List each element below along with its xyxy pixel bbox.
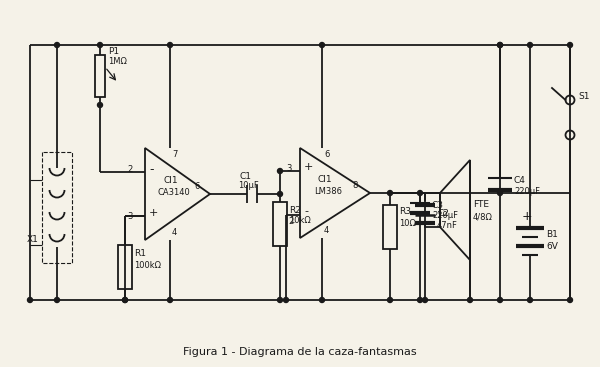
Text: -: - <box>304 206 308 216</box>
Text: S1: S1 <box>578 92 589 101</box>
Text: 2: 2 <box>127 165 132 174</box>
Circle shape <box>55 298 59 302</box>
Circle shape <box>284 298 289 302</box>
Text: 4/8Ω: 4/8Ω <box>473 212 493 221</box>
Circle shape <box>167 298 173 302</box>
Circle shape <box>497 190 503 196</box>
Text: CA3140: CA3140 <box>157 188 190 197</box>
Text: 6: 6 <box>194 182 199 191</box>
Text: 3: 3 <box>286 164 292 173</box>
Text: 220µF: 220µF <box>432 211 458 220</box>
Text: +: + <box>304 162 313 172</box>
Circle shape <box>418 298 422 302</box>
Text: 8: 8 <box>352 181 358 190</box>
Text: R3: R3 <box>399 207 411 216</box>
Text: X1: X1 <box>27 235 39 244</box>
Text: 6V: 6V <box>546 242 558 251</box>
Text: CI1: CI1 <box>318 175 332 184</box>
Circle shape <box>320 43 325 47</box>
Circle shape <box>167 43 173 47</box>
Circle shape <box>277 168 283 174</box>
Circle shape <box>568 43 572 47</box>
Text: 220µF: 220µF <box>514 187 540 196</box>
Text: C3: C3 <box>432 201 444 210</box>
Text: C1: C1 <box>240 172 252 181</box>
Text: 47nF: 47nF <box>437 221 458 230</box>
Text: 2: 2 <box>288 217 293 226</box>
Circle shape <box>497 43 503 47</box>
Circle shape <box>277 192 283 196</box>
Text: P1: P1 <box>108 47 119 56</box>
Text: R2: R2 <box>289 206 301 215</box>
Text: 1MΩ: 1MΩ <box>108 57 127 66</box>
Text: 10µF: 10µF <box>238 181 259 190</box>
Circle shape <box>28 298 32 302</box>
Circle shape <box>55 43 59 47</box>
Text: 10Ω: 10Ω <box>399 219 416 228</box>
Text: 4: 4 <box>172 228 177 237</box>
Text: FTE: FTE <box>473 200 489 209</box>
Circle shape <box>388 190 392 196</box>
Text: 3: 3 <box>127 212 133 221</box>
Text: C4: C4 <box>514 176 526 185</box>
Text: 4: 4 <box>324 226 329 235</box>
Circle shape <box>122 298 128 302</box>
Circle shape <box>388 298 392 302</box>
Text: +: + <box>522 210 533 223</box>
Text: B1: B1 <box>546 230 558 239</box>
Circle shape <box>527 43 533 47</box>
Text: CI1: CI1 <box>163 176 178 185</box>
Circle shape <box>497 298 503 302</box>
Text: R1: R1 <box>134 249 146 258</box>
Circle shape <box>467 298 473 302</box>
Text: -: - <box>149 163 154 176</box>
Text: +: + <box>149 208 158 218</box>
Circle shape <box>97 43 103 47</box>
Text: Figura 1 - Diagrama de la caza-fantasmas: Figura 1 - Diagrama de la caza-fantasmas <box>183 347 417 357</box>
Text: C2: C2 <box>437 209 449 218</box>
Circle shape <box>497 43 503 47</box>
Text: 10kΩ: 10kΩ <box>289 216 311 225</box>
Circle shape <box>422 298 427 302</box>
Circle shape <box>122 298 128 302</box>
Circle shape <box>527 298 533 302</box>
Circle shape <box>568 298 572 302</box>
Text: 6: 6 <box>324 150 329 159</box>
Text: LM386: LM386 <box>314 187 342 196</box>
Circle shape <box>277 298 283 302</box>
Circle shape <box>418 190 422 196</box>
Text: 100kΩ: 100kΩ <box>134 261 161 270</box>
Text: 7: 7 <box>172 150 178 159</box>
Circle shape <box>320 298 325 302</box>
Circle shape <box>97 102 103 108</box>
